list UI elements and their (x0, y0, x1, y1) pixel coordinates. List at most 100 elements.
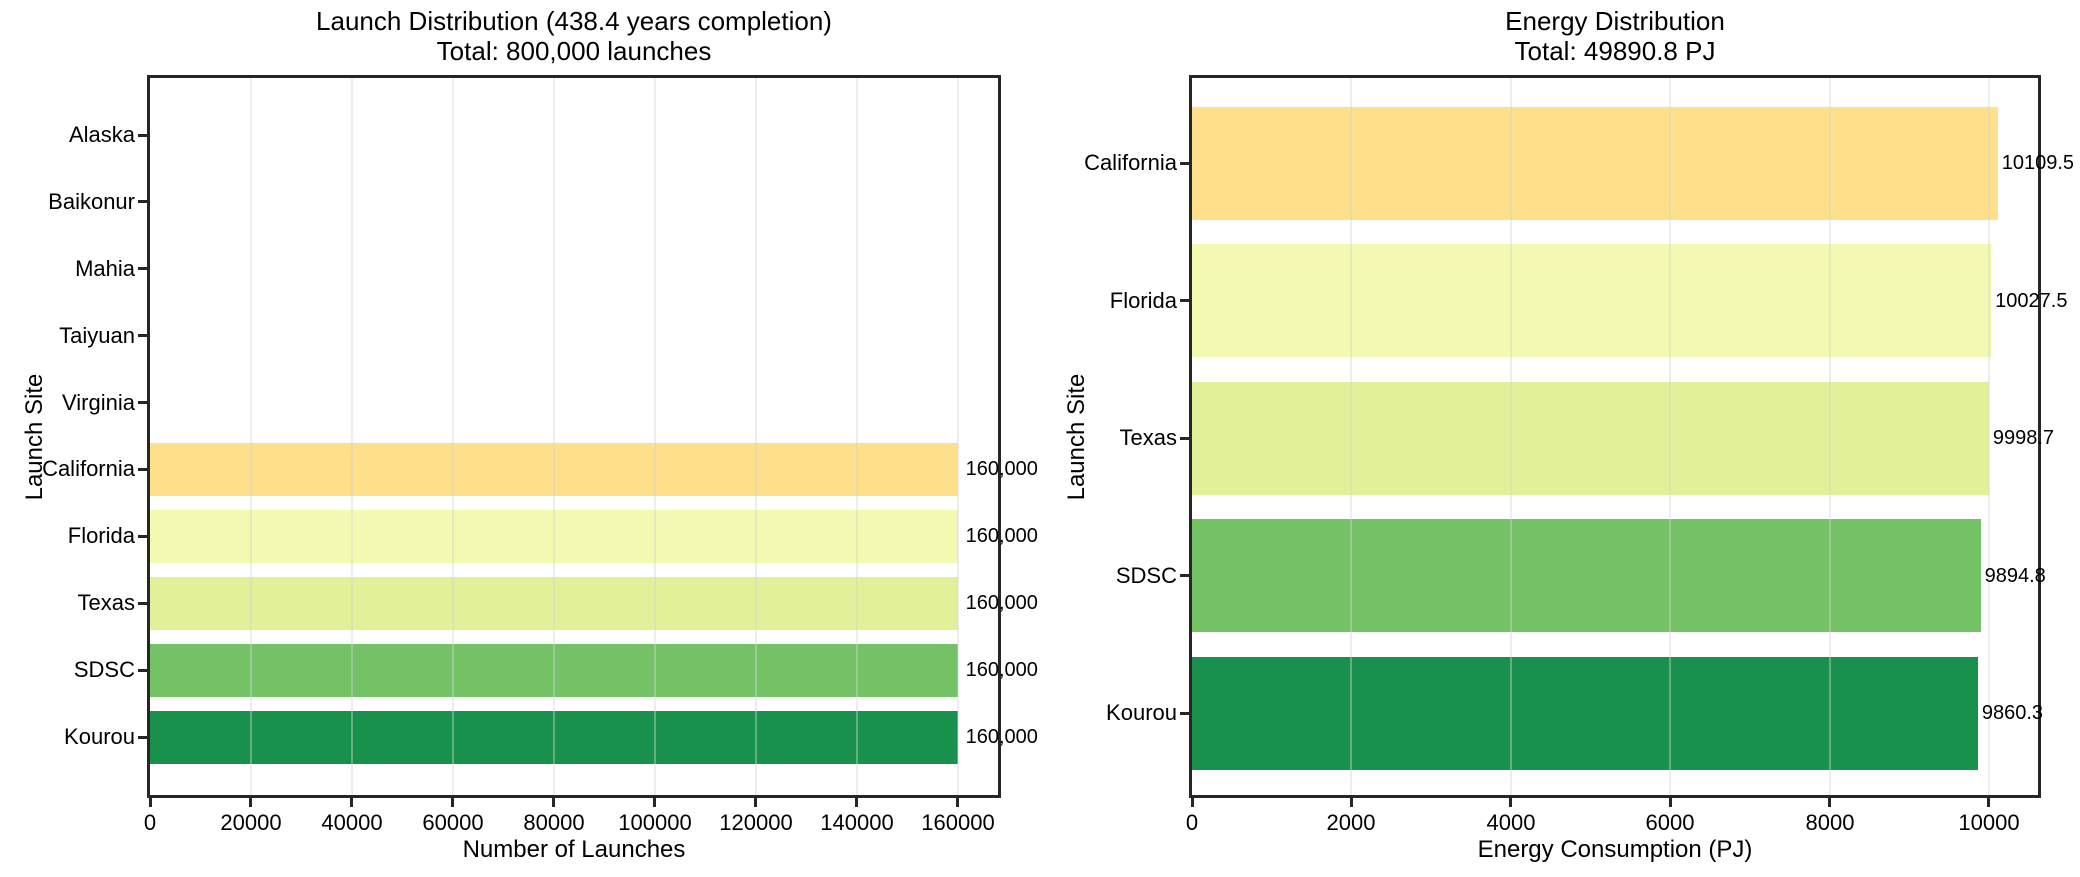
y-tick-mark (138, 134, 147, 137)
x-tick-label: 6000 (1645, 810, 1695, 835)
x-tick-label: 10000 (1958, 810, 2020, 835)
chart-title: Launch Distribution (438.4 years complet… (150, 6, 998, 66)
x-tick-mark (956, 798, 959, 807)
gridline (653, 78, 656, 795)
y-tick-label: Texas (1119, 425, 1177, 450)
y-tick-label: SDSC (73, 657, 135, 682)
bar-value-label: 10109.5 (2001, 152, 2074, 174)
x-tick-label: 60000 (422, 810, 484, 835)
gridline (1669, 78, 1672, 795)
bar-value-label: 9998.7 (1992, 427, 2055, 449)
plot-area: 10109.5 California 10027.5 Florida 9998.7 Tex… (1084, 75, 2074, 835)
y-tick-label: Florida (67, 523, 135, 548)
bar-value-label: 160,000 (965, 659, 1038, 681)
y-tick-label: Alaska (68, 122, 135, 147)
y-tick-mark (138, 334, 147, 337)
x-tick-label: 4000 (1486, 810, 1536, 835)
bar-value-label: 9894.8 (1984, 565, 2046, 587)
y-tick-mark (1180, 162, 1189, 165)
x-tick-label: 40000 (321, 810, 383, 835)
x-tick-mark (249, 798, 252, 807)
gridline (350, 78, 353, 795)
gridline (1828, 78, 1831, 795)
bar-value-label: 10027.5 (1995, 290, 2068, 312)
bar-sdsc (1192, 519, 1981, 632)
gridline (451, 78, 454, 795)
x-tick-label: 80000 (523, 810, 585, 835)
gridline (855, 78, 858, 795)
gridline (1350, 78, 1353, 795)
bar-kourou (1192, 657, 1978, 770)
chart-title: Energy Distribution Total: 49890.8 PJ (1192, 6, 2038, 66)
y-tick-label: SDSC (1115, 563, 1177, 588)
bar-california (150, 443, 958, 496)
gridline (1509, 78, 1512, 795)
bar-value-label: 9860.3 (1981, 702, 2044, 724)
x-tick-mark (653, 798, 656, 807)
x-tick-label: 8000 (1805, 810, 1855, 835)
y-tick-label: Kourou (64, 724, 135, 749)
x-tick-mark (350, 798, 353, 807)
x-axis-label: Number of Launches (462, 836, 686, 863)
y-tick-mark (138, 535, 147, 538)
chart-title-line2: Total: 49890.8 PJ (1514, 36, 1716, 66)
x-tick-label: 120000 (719, 810, 793, 835)
x-tick-mark (1350, 798, 1353, 807)
bar-value-label: 160,000 (965, 726, 1038, 748)
bar-florida (150, 510, 958, 563)
x-tick-mark (149, 798, 152, 807)
bar-value-label: 160,000 (965, 592, 1038, 614)
y-tick-mark (138, 736, 147, 739)
y-tick-mark (138, 267, 147, 270)
x-tick-label: 160000 (921, 810, 995, 835)
chart-title-line2: Total: 800,000 launches (436, 36, 712, 66)
y-tick-label: Kourou (1106, 700, 1177, 725)
y-tick-label: California (1084, 150, 1177, 175)
gridline (552, 78, 555, 795)
x-tick-mark (1191, 798, 1194, 807)
x-tick-mark (754, 798, 757, 807)
bar-florida (1192, 244, 1992, 357)
bar-sdsc (150, 644, 958, 697)
y-tick-label: California (42, 456, 135, 481)
x-tick-mark (1509, 798, 1512, 807)
bar-texas (150, 577, 958, 630)
y-tick-mark (138, 200, 147, 203)
x-tick-label: 140000 (820, 810, 894, 835)
x-tick-mark (1828, 798, 1831, 807)
x-tick-label: 0 (143, 810, 157, 835)
y-tick-mark (138, 669, 147, 672)
y-tick-mark (1180, 712, 1189, 715)
bar-kourou (150, 711, 958, 764)
x-tick-mark (1987, 798, 1990, 807)
y-tick-label: Mahia (75, 256, 135, 281)
x-tick-label: 20000 (220, 810, 282, 835)
x-tick-mark (552, 798, 555, 807)
x-tick-mark (855, 798, 858, 807)
y-tick-mark (138, 602, 147, 605)
bar-california (1192, 107, 1998, 220)
plot-area: Alaska Baikonur Mahia Taiyuan Virginia 160,00… (42, 75, 1038, 835)
bar-texas (1192, 382, 1989, 495)
y-tick-label: Texas (77, 590, 135, 615)
x-axis-label: Energy Consumption (PJ) (1477, 836, 1753, 863)
gridline (249, 78, 252, 795)
x-tick-mark (451, 798, 454, 807)
y-tick-label: Baikonur (48, 189, 135, 214)
y-tick-mark (1180, 574, 1189, 577)
x-tick-mark (1669, 798, 1672, 807)
y-tick-mark (138, 401, 147, 404)
x-tick-label: 0 (1185, 810, 1199, 835)
y-tick-mark (1180, 299, 1189, 302)
bar-value-label: 160,000 (965, 525, 1038, 547)
y-tick-label: Virginia (62, 390, 135, 415)
x-tick-label: 2000 (1326, 810, 1376, 835)
gridline (1987, 78, 1990, 795)
y-tick-mark (138, 468, 147, 471)
gridline (754, 78, 757, 795)
y-tick-label: Taiyuan (59, 323, 135, 348)
gridline (956, 78, 959, 795)
y-tick-label: Florida (1109, 288, 1177, 313)
chart-title-line1: Launch Distribution (438.4 years complet… (316, 6, 832, 36)
